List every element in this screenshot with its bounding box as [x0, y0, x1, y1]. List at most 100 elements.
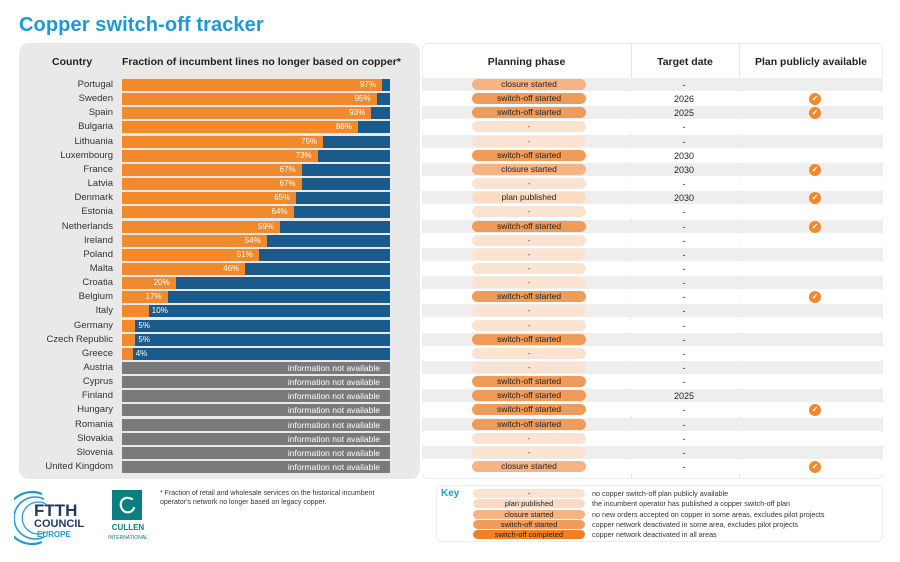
table-row: Luxembourg 73% switch-off started 2030	[19, 148, 883, 163]
bar-label: 5%	[138, 320, 150, 330]
bar-unavailable	[122, 362, 390, 374]
bar-non-copper	[122, 178, 302, 191]
target-date: -	[682, 306, 686, 317]
bar-label: 46%	[223, 263, 240, 273]
target-date: -	[682, 462, 686, 473]
bar-non-copper	[122, 234, 267, 247]
bar-copper-remaining	[122, 291, 390, 304]
target-date: -	[682, 433, 686, 444]
bar-label: 51%	[236, 249, 253, 259]
table-row: Finland information not available switch-o…	[19, 389, 883, 403]
phase-badge: -	[472, 248, 586, 260]
country-label: Italy	[95, 305, 113, 317]
table-row: Portugal 97% closure started -	[19, 78, 883, 92]
table-row: Croatia 20% - -	[19, 276, 883, 290]
country-label: Lithuania	[74, 135, 113, 147]
bar-copper-remaining	[122, 347, 390, 360]
table-row: United Kingdom information not available c…	[19, 460, 883, 474]
target-date: 2030	[673, 164, 695, 175]
bar-label: information not available	[287, 377, 380, 388]
phase-badge: switch-off started	[472, 107, 586, 119]
bar-non-copper	[122, 333, 136, 346]
bar-label: information not available	[287, 447, 380, 458]
table-row: Belgium 17% switch-off started - ✓	[19, 290, 883, 304]
key-badge: plan published	[473, 499, 585, 509]
phase-badge: switch-off started	[472, 220, 586, 232]
bar-copper-remaining	[122, 277, 390, 290]
phase-badge: -	[472, 234, 586, 246]
bar-non-copper	[122, 107, 372, 120]
country-label: Slovakia	[77, 432, 113, 444]
table-row: Greece 4% - -	[19, 346, 883, 361]
country-label: Romania	[74, 418, 113, 430]
key-badge: -	[473, 489, 585, 498]
bar-label: 73%	[295, 150, 312, 160]
council-text: COUNCIL	[34, 518, 85, 530]
phase-badge: switch-off started	[472, 149, 586, 161]
table-row: Czech Republic 5% switch-off started -	[19, 332, 883, 347]
target-date: 2030	[673, 193, 695, 204]
target-date: 2026	[673, 94, 695, 105]
key-description: copper network deactivated in all areas	[592, 530, 717, 540]
phase-badge: -	[472, 277, 586, 289]
check-icon: ✓	[809, 93, 821, 106]
europe-text: EUROPE	[37, 530, 71, 539]
date-header: Target date	[657, 56, 713, 68]
target-date: -	[682, 320, 686, 331]
country-label: France	[83, 163, 113, 175]
country-label: Bulgaria	[78, 121, 113, 133]
bar-non-copper	[122, 291, 168, 304]
bar-non-copper	[122, 305, 149, 318]
target-date: -	[682, 334, 686, 345]
country-label: Malta	[89, 262, 113, 274]
bar-label: 67%	[279, 179, 296, 189]
target-date: -	[682, 447, 686, 458]
bar-label: information not available	[287, 419, 380, 430]
phase-badge: switch-off started	[472, 333, 586, 345]
bar-non-copper	[122, 248, 259, 261]
target-date: -	[682, 263, 686, 274]
bar-label: 17%	[145, 292, 162, 302]
table-row: Estonia 64% - -	[19, 205, 883, 219]
bar-label: 67%	[279, 164, 296, 174]
country-label: Cyprus	[82, 376, 113, 388]
table-row: Spain 93% switch-off started 2025 ✓	[19, 106, 883, 120]
table-row: Austria information not available - -	[19, 361, 883, 375]
bar-non-copper	[122, 347, 133, 360]
table-row: Poland 51% - -	[19, 247, 883, 262]
bar-label: 88%	[335, 122, 352, 132]
ftth-council-logo: FTTH COUNCIL EUROPE	[4, 490, 94, 546]
bar-non-copper	[122, 79, 382, 91]
country-label: Finland	[81, 390, 113, 402]
bar-unavailable	[122, 376, 390, 389]
phase-badge: -	[472, 305, 586, 317]
cullen-sub-text: INTERNATIONAL	[108, 535, 148, 541]
phase-badge: -	[472, 178, 586, 190]
bar-unavailable	[122, 404, 390, 417]
page-title: Copper switch-off tracker	[19, 14, 264, 36]
key-description: copper network deactivated in some area,…	[592, 519, 799, 529]
bar-copper-remaining	[122, 333, 390, 346]
bar-label: 97%	[359, 80, 376, 89]
table-row: Latvia 67% - -	[19, 177, 883, 191]
bar-label: 65%	[274, 193, 291, 203]
bar-non-copper	[122, 319, 136, 332]
phase-badge: closure started	[472, 461, 586, 473]
bar-label: 64%	[271, 207, 288, 217]
country-label: Spain	[88, 107, 113, 119]
table-row: Cyprus information not available switch-of…	[19, 375, 883, 389]
table-row: Slovenia information not available - -	[19, 445, 883, 460]
bar-label: information not available	[287, 462, 380, 473]
country-label: Netherlands	[61, 220, 113, 232]
target-date: 2025	[673, 108, 695, 119]
bar-non-copper	[122, 192, 297, 205]
bar-non-copper	[122, 121, 358, 134]
country-label: Germany	[73, 319, 113, 331]
table-row: Hungary information not available switch-o…	[19, 403, 883, 417]
country-label: Hungary	[77, 404, 113, 416]
check-icon: ✓	[809, 163, 821, 176]
target-date: -	[682, 80, 686, 90]
fraction-header: Fraction of incumbent lines no longer ba…	[122, 56, 401, 68]
bar-non-copper	[122, 149, 318, 162]
phase-badge: switch-off started	[472, 291, 586, 303]
